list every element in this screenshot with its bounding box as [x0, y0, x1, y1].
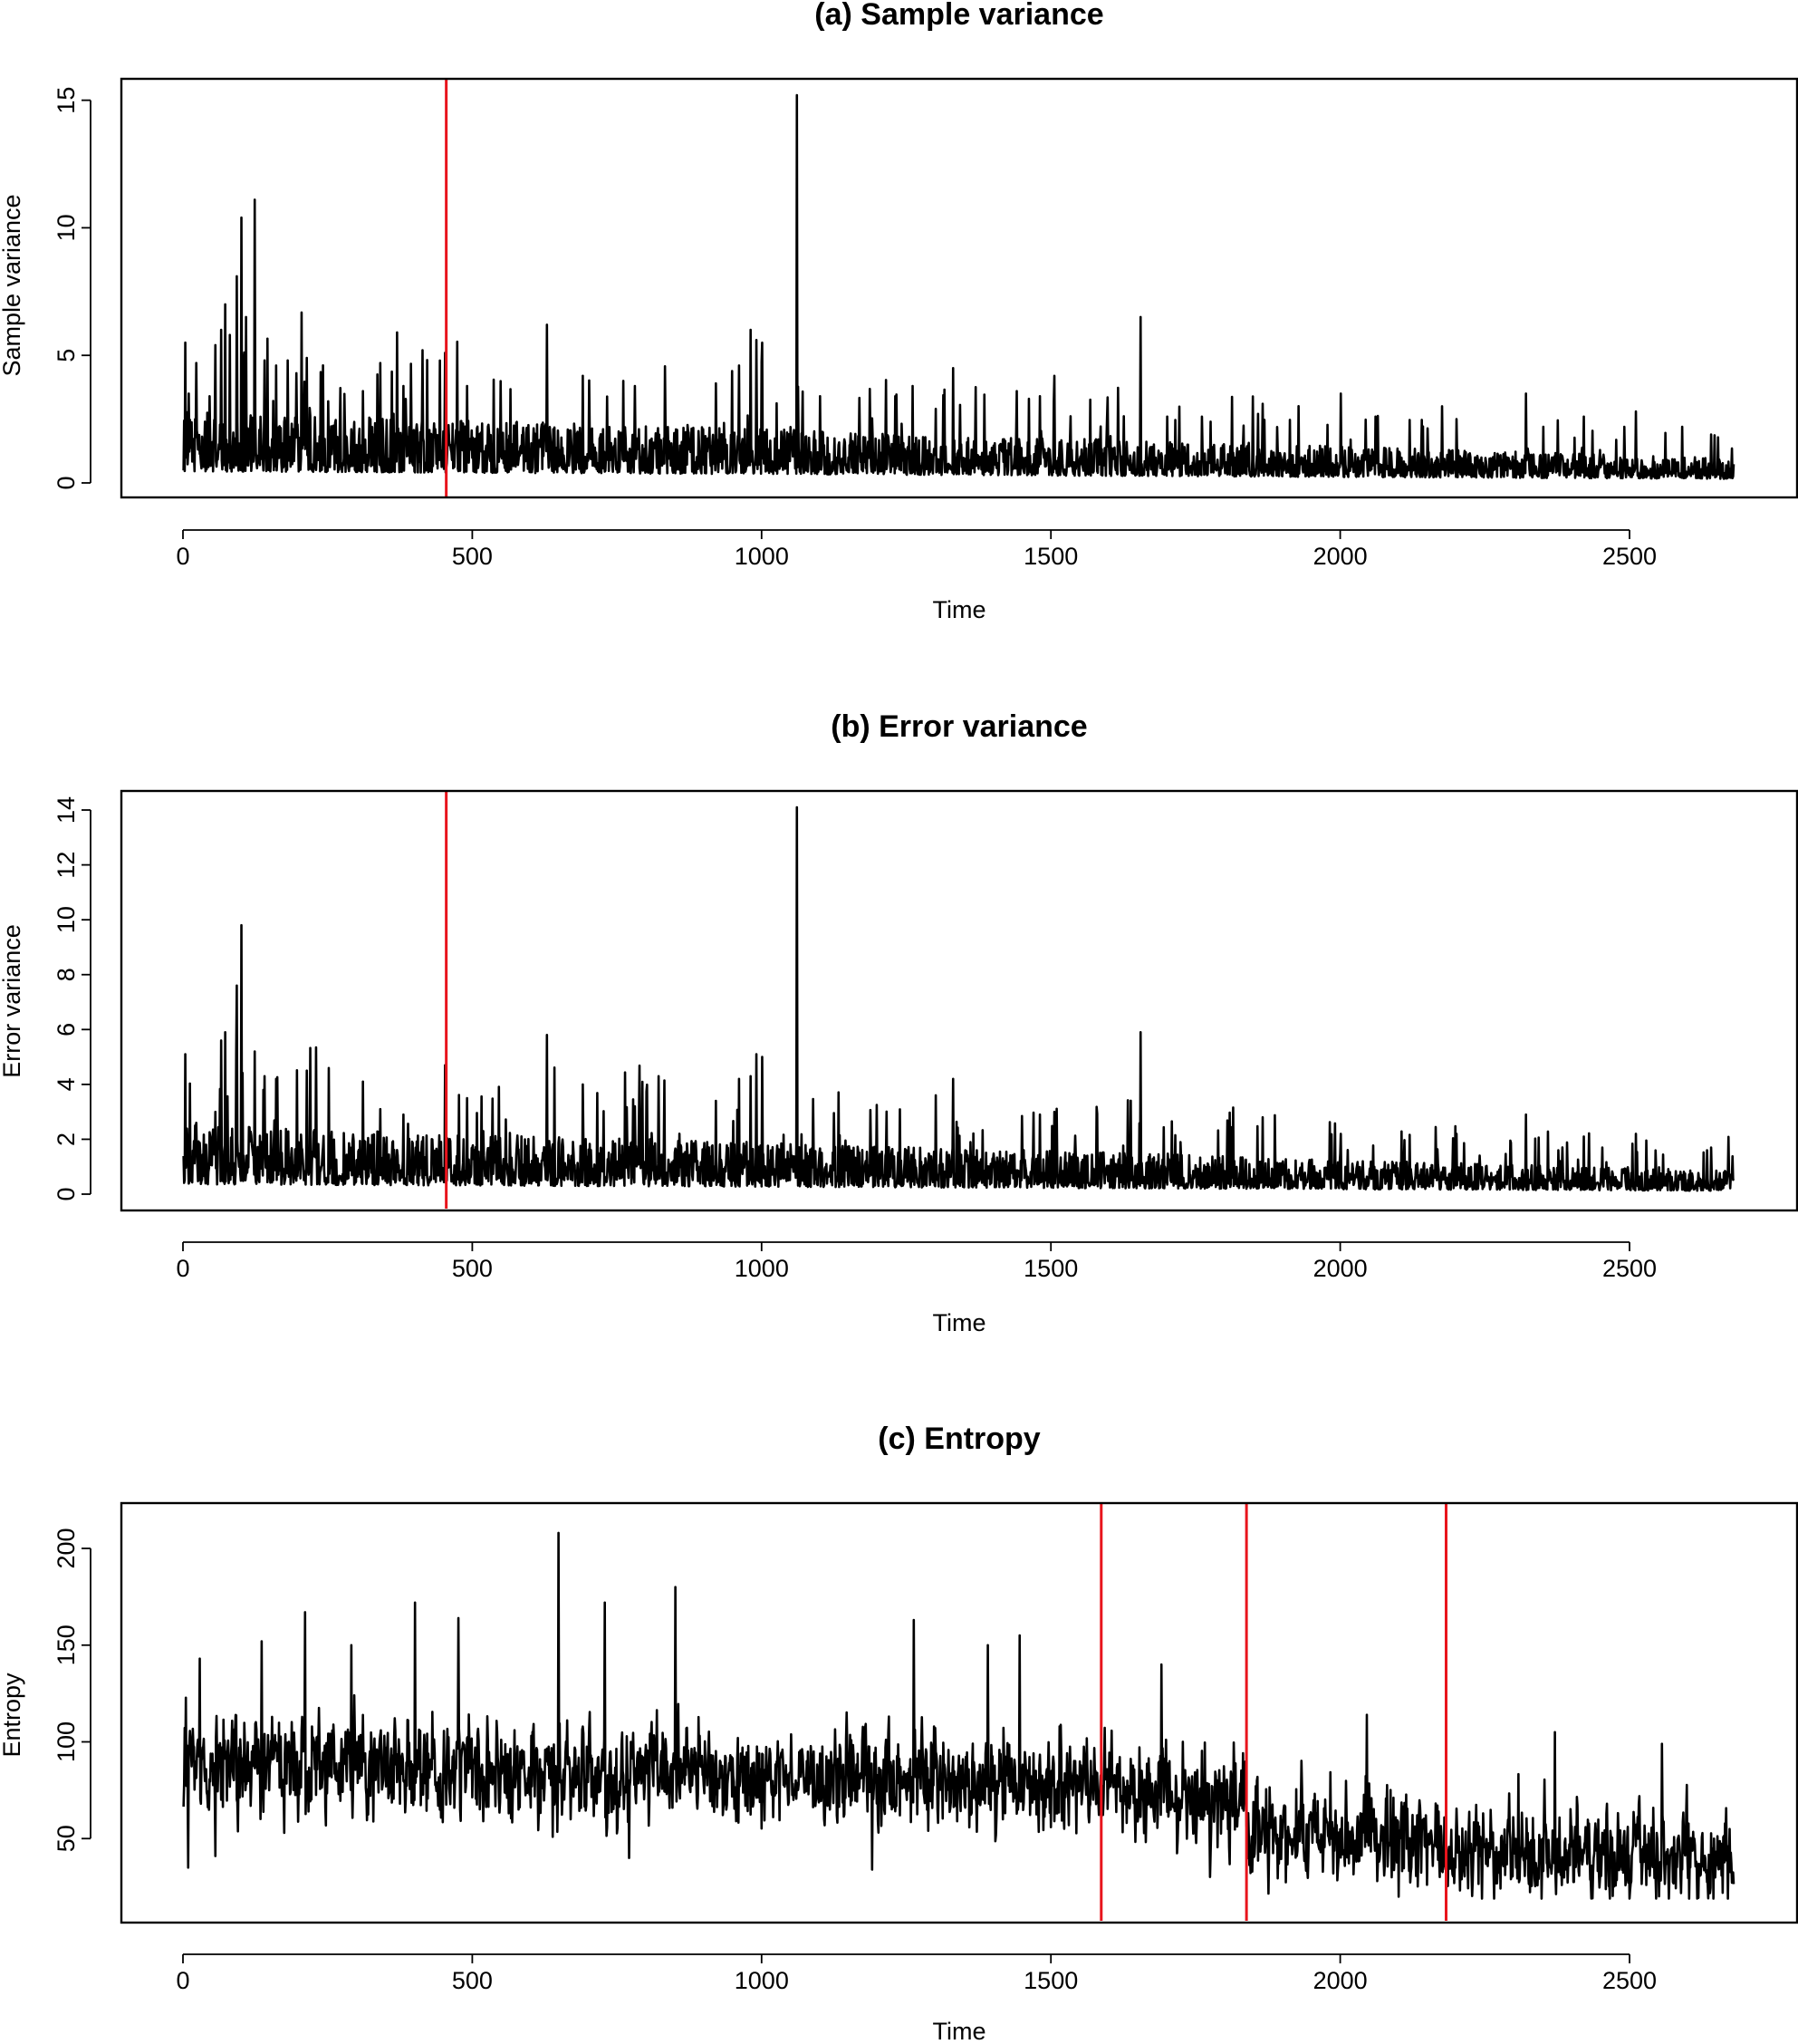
- chart-title: (c) Entropy: [878, 1422, 1041, 1456]
- x-tick-label: 500: [452, 1967, 493, 1994]
- x-tick-label: 0: [176, 1255, 189, 1282]
- y-tick-label: 4: [53, 1077, 80, 1091]
- panel-entropy: (c) Entropy 0 500 1000 1500 2000 2500 50 100 15…: [0, 1422, 1798, 2044]
- y-axis: 0 5 10 15: [53, 87, 91, 490]
- x-tick-label: 1500: [1024, 1967, 1078, 1994]
- y-tick-label: 0: [53, 476, 80, 489]
- y-tick-label: 5: [53, 349, 80, 362]
- chart-title: (a) Sample variance: [814, 0, 1103, 32]
- x-tick-label: 500: [452, 543, 493, 570]
- x-tick-label: 1000: [735, 543, 789, 570]
- x-tick-label: 2000: [1313, 1255, 1368, 1282]
- x-tick-label: 1500: [1024, 1255, 1078, 1282]
- x-tick-label: 500: [452, 1255, 493, 1282]
- y-tick-label: 10: [53, 214, 80, 241]
- x-axis-label: Time: [933, 596, 986, 623]
- x-tick-label: 1500: [1024, 543, 1078, 570]
- y-tick-label: 6: [53, 1023, 80, 1036]
- x-tick-label: 0: [176, 1967, 189, 1994]
- panel-error-variance: (b) Error variance 0 500 1000 1500 2000 2500 …: [0, 709, 1798, 1336]
- y-tick-label: 14: [53, 796, 80, 824]
- y-tick-label: 15: [53, 87, 80, 114]
- y-axis-label: Entropy: [0, 1673, 25, 1758]
- x-tick-label: 0: [176, 543, 189, 570]
- x-tick-label: 2500: [1602, 543, 1657, 570]
- y-tick-label: 0: [53, 1187, 80, 1200]
- y-axis: 0 2 4 6 8 10 12 14: [53, 796, 91, 1201]
- x-axis: 0 500 1000 1500 2000 2500: [176, 529, 1657, 570]
- x-axis: 0 500 1000 1500 2000 2500: [176, 1953, 1657, 1994]
- x-axis-label: Time: [933, 1309, 986, 1336]
- x-tick-label: 1000: [735, 1967, 789, 1994]
- y-tick-label: 100: [53, 1721, 80, 1762]
- x-axis-label: Time: [933, 2018, 986, 2044]
- series-line: [182, 1531, 1736, 1900]
- y-axis: 50 100 150 200: [53, 1528, 91, 1852]
- changepoints: [1100, 1503, 1448, 1921]
- x-tick-label: 2000: [1313, 1967, 1368, 1994]
- y-tick-label: 200: [53, 1528, 80, 1568]
- x-axis: 0 500 1000 1500 2000 2500: [176, 1241, 1657, 1282]
- chart-title: (b) Error variance: [831, 709, 1087, 744]
- y-axis-label: Error variance: [0, 924, 25, 1078]
- series-line: [182, 93, 1736, 480]
- series-line: [182, 805, 1736, 1192]
- y-axis-label: Sample variance: [0, 194, 25, 376]
- y-tick-label: 2: [53, 1133, 80, 1146]
- plot-frame: [120, 789, 1798, 1212]
- x-tick-label: 2500: [1602, 1255, 1657, 1282]
- x-tick-label: 2000: [1313, 543, 1368, 570]
- panel-sample-variance: (a) Sample variance 0 500 1000 1500 2000 2500…: [0, 0, 1798, 623]
- x-tick-label: 2500: [1602, 1967, 1657, 1994]
- x-tick-label: 1000: [735, 1255, 789, 1282]
- y-tick-label: 150: [53, 1625, 80, 1665]
- y-tick-label: 8: [53, 968, 80, 981]
- plot-frame: [120, 77, 1798, 499]
- plot-frame: [120, 1501, 1798, 1924]
- y-tick-label: 50: [53, 1825, 80, 1852]
- y-tick-label: 10: [53, 906, 80, 933]
- y-tick-label: 12: [53, 852, 80, 879]
